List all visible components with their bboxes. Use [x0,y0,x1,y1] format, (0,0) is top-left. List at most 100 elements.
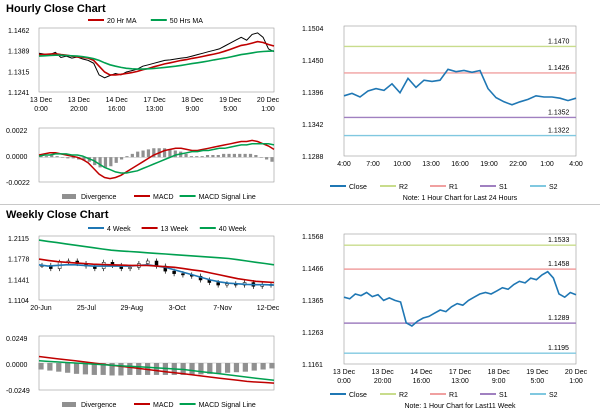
plot-frame [38,27,275,93]
divergence-bar [146,149,151,158]
y-tick-label: 1.1568 [302,234,324,241]
divergence-bar [200,156,204,158]
x-tick-label: 4:00 [569,161,583,168]
legend-macd-label: MACD [153,402,174,409]
legend-divergence-label: Divergence [81,194,117,201]
x-tick-label: 16:00 [451,161,469,168]
x-tick-label: 13:00 [422,161,440,168]
chart-note: Note: 1 Hour Chart for Last11 Week [404,403,516,410]
divergence-bar [141,150,145,158]
divergence-bar [238,153,242,158]
x-tick-label: 7-Nov [213,305,232,312]
y-tick-label: -0.0249 [6,388,30,395]
y-tick-label: 1.1161 [302,362,323,369]
divergence-bar [39,156,43,158]
x-tick-label: 13 Dec [372,369,395,376]
legend-s1-label: S1 [499,392,508,399]
divergence-bar [189,363,195,375]
close-price-line [343,270,577,327]
legend-s2-label: S2 [549,184,558,191]
x-tick-label: 17 Dec [449,369,472,376]
x-tick-label: 5:00 [531,378,545,385]
divergence-bar [73,363,80,374]
hourly-macd-chart: 0.0022 0.0000 -0.0022 Divergence MACD MACD Si… [6,127,275,201]
x-tick-label: 14 Dec [106,97,129,104]
legend-13-week-label: 13 Week [161,226,189,233]
divergence-bar [168,149,172,158]
divergence-bar [227,153,231,158]
divergence-bar [152,148,156,158]
plot-frame [343,25,577,157]
legend-40-week-label: 40 Week [219,226,247,233]
candle-body [128,267,132,269]
divergence-bar [243,153,247,158]
divergence-bar [50,155,54,158]
divergence-bar [233,363,240,373]
legend-r1-label: R1 [449,392,458,399]
x-tick-label: 1:00 [569,378,583,385]
y-tick-label: 1.1315 [8,69,30,76]
divergence-bar [91,363,97,375]
y-tick-label: 0.0000 [6,154,28,161]
divergence-bar [127,363,133,375]
plot-frame [343,233,577,365]
x-tick-label: 18 Dec [181,97,204,104]
y-tick-label: 1.1504 [302,26,324,33]
y-tick-label: 1.1241 [8,90,30,97]
x-tick-label: 3-Oct [169,305,186,312]
x-tick-label: 7:00 [366,161,380,168]
x-tick-label: 22:00 [509,161,527,168]
macd-line [38,139,275,180]
divergence-bar [216,155,220,158]
series-13-week [38,258,275,284]
legend-macd-signal-line-label: MACD Signal Line [199,402,256,409]
weekly-macd-chart: 0.0249 0.0000 -0.0249 Divergence MACD MACD Si… [6,335,275,409]
x-tick-label: 13 Dec [333,369,356,376]
x-tick-label: 12-Dec [257,305,280,312]
candle-body [181,273,185,276]
divergence-bar [65,363,71,373]
y-tick-label: -0.0022 [6,180,30,187]
divergence-bar [270,157,274,162]
x-tick-label: 0:00 [34,106,48,113]
y-tick-label: 1.1778 [8,257,30,264]
divergence-bar [173,150,177,158]
legend-50-hrs-ma-label: 50 Hrs MA [170,18,203,25]
divergence-bar [242,363,248,372]
legend-20-hr-ma-label: 20 Hr MA [107,18,137,25]
candle-body [145,260,150,264]
divergence-bar [82,157,86,161]
divergence-bar [260,363,266,370]
x-tick-label: 19 Dec [219,97,242,104]
legend-s1-label: S1 [499,184,508,191]
divergence-bar [103,157,108,168]
x-tick-label: 1:00 [261,106,275,113]
divergence-bar [269,363,275,369]
candle-body [172,270,176,274]
divergence-bar [222,153,226,158]
x-tick-label: 13:00 [146,106,164,113]
level-label-r2: 1.1533 [548,237,570,244]
divergence-bar [71,157,75,159]
legend-r2-label: R2 [399,392,408,399]
divergence-bar [232,153,236,158]
x-tick-label: 13 Dec [68,97,91,104]
divergence-bar [66,157,70,159]
divergence-bar [259,157,263,158]
divergence-bar [125,156,129,158]
divergence-bar [184,153,188,158]
legend-macd-signal-line-label: MACD Signal Line [199,194,256,201]
divergence-bar [114,157,118,163]
x-tick-label: 13:00 [451,378,469,385]
y-tick-label: 1.1396 [302,90,324,97]
macd-line [38,355,275,384]
candle-body [216,282,220,286]
candle-body [225,283,229,286]
section-divider [0,204,600,205]
divergence-bar [118,363,124,376]
divergence-bar [251,363,257,371]
divergence-bar [216,363,222,374]
y-tick-label: 1.1466 [302,266,324,273]
hourly-section-title: Hourly Close Chart [6,3,106,15]
y-tick-label: 1.1342 [302,122,324,129]
